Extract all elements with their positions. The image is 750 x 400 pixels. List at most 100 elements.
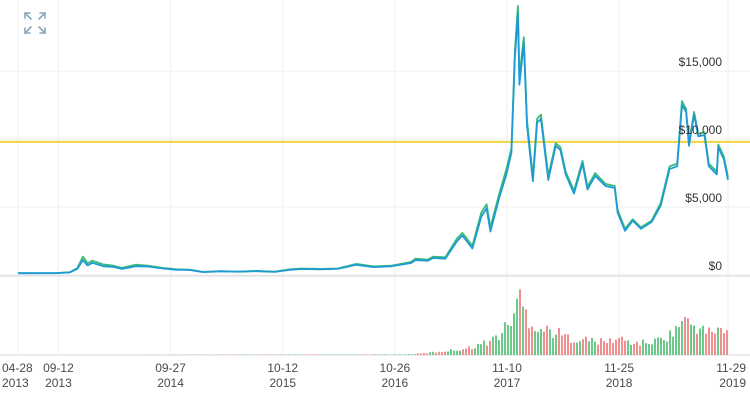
volume-bar	[441, 351, 443, 355]
volume-bar	[366, 354, 368, 355]
volume-bar	[354, 354, 356, 355]
volume-bar	[720, 327, 722, 355]
volume-bar	[471, 349, 473, 355]
volume-bar	[588, 341, 590, 355]
volume-bar	[642, 339, 644, 355]
volume-bar	[381, 354, 383, 355]
volume-bar	[693, 325, 695, 355]
volume-bar	[669, 330, 671, 355]
volume-bar	[468, 346, 470, 355]
x-axis: 04-28201309-12201309-27201410-12201510-2…	[2, 361, 746, 390]
volume-bar	[555, 334, 557, 355]
volume-bar	[597, 344, 599, 355]
volume-bar	[438, 351, 440, 355]
volume-bar	[636, 341, 638, 355]
volume-bar	[717, 327, 719, 355]
volume-bar	[708, 327, 710, 355]
volume-bar	[420, 353, 422, 355]
volume-bar	[513, 313, 515, 355]
x-tick-year-label: 2019	[719, 376, 746, 390]
volume-bar	[372, 354, 374, 355]
volume-bar	[681, 321, 683, 355]
volume-bar	[411, 354, 413, 355]
volume-bar	[603, 341, 605, 355]
x-tick-label: 09-27	[155, 361, 186, 375]
volume-bar	[663, 340, 665, 355]
volume-bars	[135, 289, 728, 355]
volume-bar	[696, 333, 698, 355]
y-tick-label: $15,000	[679, 55, 723, 69]
volume-bar	[405, 354, 407, 355]
volume-bar	[606, 343, 608, 355]
volume-bar	[399, 354, 401, 355]
series-line-0	[18, 13, 729, 275]
volume-bar	[654, 338, 656, 355]
volume-bar	[426, 353, 428, 355]
volume-bar	[456, 350, 458, 355]
volume-bar	[648, 344, 650, 355]
volume-bar	[567, 334, 569, 355]
volume-bar	[339, 354, 341, 355]
volume-bar	[591, 338, 593, 355]
volume-bar	[585, 336, 587, 355]
volume-bar	[414, 354, 416, 355]
y-tick-label: $10,000	[679, 123, 723, 137]
volume-bar	[528, 328, 530, 355]
volume-bar	[699, 328, 701, 355]
x-tick-label: 11-10	[492, 361, 522, 375]
volume-bar	[639, 345, 641, 355]
volume-bar	[705, 333, 707, 355]
volume-bar	[501, 333, 503, 355]
x-tick-year-label: 2017	[494, 376, 521, 390]
volume-bar	[318, 354, 320, 355]
x-tick-label: 10-12	[267, 361, 298, 375]
volume-bar	[633, 344, 635, 355]
volume-bar	[408, 354, 410, 355]
volume-bar	[453, 350, 455, 355]
volume-bar	[423, 352, 425, 355]
volume-bar	[666, 341, 668, 355]
volume-bar	[561, 335, 563, 355]
volume-bar	[645, 343, 647, 355]
volume-bar	[675, 326, 677, 355]
volume-bar	[549, 329, 551, 355]
x-tick-year-label: 2015	[269, 376, 296, 390]
volume-bar	[594, 341, 596, 355]
volume-bar	[504, 322, 506, 355]
price-series	[17, 5, 729, 275]
volume-bar	[573, 342, 575, 355]
volume-bar	[540, 328, 542, 355]
x-tick-year-label: 2013	[2, 376, 29, 390]
volume-bar	[618, 338, 620, 355]
expand-icon[interactable]	[22, 10, 48, 36]
volume-bar	[531, 326, 533, 355]
y-axis: $0 $5,000 $10,000 $15,000	[679, 55, 723, 273]
volume-bar	[630, 344, 632, 355]
volume-bar	[660, 337, 662, 355]
volume-bar	[672, 336, 674, 355]
volume-bar	[345, 354, 347, 355]
volume-bar	[726, 330, 728, 355]
x-tick-year-label: 2018	[606, 376, 633, 390]
volume-bar	[342, 354, 344, 355]
volume-bar	[519, 289, 521, 355]
volume-bar	[486, 345, 488, 355]
volume-bar	[477, 343, 479, 355]
volume-bar	[432, 351, 434, 355]
volume-bar	[363, 354, 365, 355]
volume-bar	[546, 325, 548, 355]
x-tick-year-label: 2016	[381, 376, 408, 390]
volume-bar	[327, 354, 329, 355]
volume-bar	[609, 338, 611, 355]
volume-bar	[621, 336, 623, 355]
volume-bar	[570, 342, 572, 355]
x-tick-year-label: 2014	[157, 376, 184, 390]
volume-bar	[687, 318, 689, 355]
volume-bar	[474, 348, 476, 355]
volume-bar	[684, 317, 686, 355]
volume-bar	[543, 331, 545, 355]
volume-bar	[393, 354, 395, 355]
x-tick-label: 10-26	[379, 361, 410, 375]
volume-bar	[600, 338, 602, 355]
volume-bar	[714, 333, 716, 355]
